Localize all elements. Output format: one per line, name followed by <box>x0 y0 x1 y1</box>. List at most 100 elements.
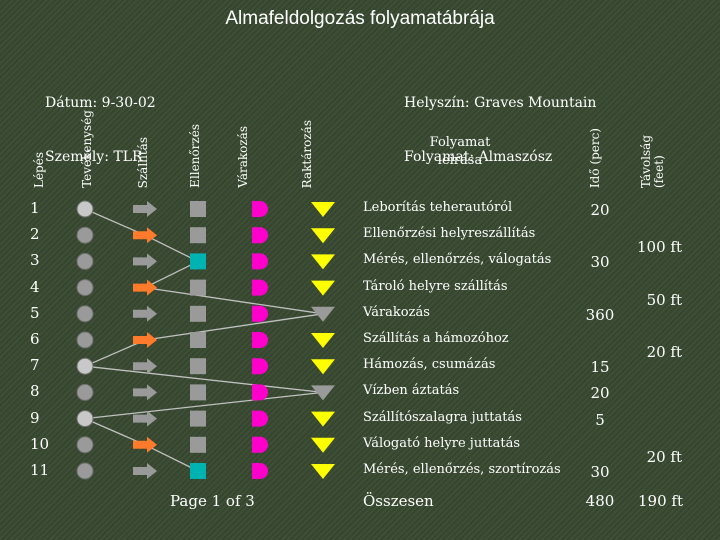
inspection-square-icon <box>190 436 206 453</box>
page-indicator: Page 1 of 3 <box>170 492 255 510</box>
storage-triangle-icon <box>311 359 335 375</box>
operation-circle-icon <box>76 200 94 218</box>
storage-triangle-icon <box>311 280 335 296</box>
location-label: Helyszín: Graves Mountain <box>404 95 597 111</box>
operation-circle-icon <box>76 410 94 428</box>
delay-d-icon <box>252 253 268 270</box>
inspection-square-icon <box>190 253 206 270</box>
header-description-line2: leírása <box>437 153 483 168</box>
table-row: 4 Tároló helyre szállítás 50 ft <box>0 275 720 309</box>
step-number: 1 <box>30 199 40 217</box>
inspection-square-icon <box>190 384 206 401</box>
step-number: 4 <box>30 277 40 296</box>
chart-title: Almafeldolgozás folyamatábrája <box>225 8 495 29</box>
operation-circle-icon <box>76 462 94 480</box>
storage-triangle-icon <box>311 385 335 401</box>
inspection-square-icon <box>190 358 206 375</box>
flow-connector <box>84 365 324 394</box>
step-number: 9 <box>30 408 40 427</box>
step-description: Mérés, ellenőrzés, válogatás <box>363 252 552 268</box>
step-time: 30 <box>590 463 610 481</box>
flow-connector <box>84 208 146 236</box>
info-right: Helyszín: Graves Mountain Folyamat: Alma… <box>404 58 596 184</box>
storage-triangle-icon <box>311 228 335 244</box>
inspection-square-icon <box>190 410 206 427</box>
transport-arrow-icon <box>133 332 157 348</box>
step-distance: 20 ft <box>646 447 682 466</box>
step-description: Vízben áztatás <box>363 383 460 399</box>
operation-circle-icon <box>76 357 94 375</box>
step-description: Ellenőrzési helyreszállítás <box>363 226 536 242</box>
info-left: Dátum: 9-30-02 Személy: TLR <box>45 58 156 184</box>
table-row: 9 Szállítószalagra juttatás 5 <box>0 406 720 432</box>
inspection-square-icon <box>190 463 206 479</box>
step-distance: 100 ft <box>637 238 682 257</box>
step-description: Mérés, ellenőrzés, szortírozás <box>363 462 561 477</box>
step-number: 6 <box>30 330 40 348</box>
delay-d-icon <box>252 384 268 401</box>
flow-connector <box>144 260 199 289</box>
transport-arrow-icon <box>133 279 157 296</box>
delay-d-icon <box>252 410 268 427</box>
operation-circle-icon <box>76 252 94 270</box>
step-number: 2 <box>30 225 40 244</box>
delay-d-icon <box>252 305 268 322</box>
inspection-square-icon <box>190 227 206 244</box>
step-number: 7 <box>30 356 40 375</box>
step-description: Leborítás teherautóról <box>363 200 513 215</box>
delay-d-icon <box>252 332 268 348</box>
delay-d-icon <box>252 463 268 479</box>
step-number: 10 <box>30 434 50 453</box>
operation-circle-icon <box>76 331 94 349</box>
step-description: Válogató helyre juttatás <box>363 435 521 451</box>
transport-arrow-icon <box>133 305 157 322</box>
step-number: 11 <box>30 461 50 479</box>
flow-connector <box>144 444 199 472</box>
step-time: 20 <box>590 201 610 219</box>
step-time: 360 <box>585 305 615 324</box>
step-time: 15 <box>590 358 610 377</box>
step-number: 5 <box>30 303 40 322</box>
storage-triangle-icon <box>311 306 335 322</box>
step-distance: 20 ft <box>646 343 682 361</box>
table-row: 7 Hámozás, csumázás 15 <box>0 353 720 379</box>
transport-arrow-icon <box>133 384 157 401</box>
date-label: Dátum: 9-30-02 <box>45 95 156 111</box>
step-time: 20 <box>590 384 610 403</box>
flow-connector <box>84 418 146 446</box>
total-distance: 190 ft <box>638 492 683 510</box>
operation-circle-icon <box>76 279 94 297</box>
step-distance: 50 ft <box>646 290 682 309</box>
storage-triangle-icon <box>311 254 335 270</box>
step-description: Várakozás <box>363 304 430 320</box>
operation-circle-icon <box>76 436 94 454</box>
transport-arrow-icon <box>133 463 157 479</box>
step-time: 5 <box>595 410 605 429</box>
step-description: Szállítószalagra juttatás <box>363 409 522 425</box>
transport-arrow-icon <box>133 410 157 427</box>
operation-circle-icon <box>76 305 94 323</box>
table-row: 10 Válogató helyre juttatás 20 ft <box>0 432 720 466</box>
delay-d-icon <box>252 358 268 375</box>
inspection-square-icon <box>190 201 206 217</box>
delay-d-icon <box>252 436 268 453</box>
flow-connector <box>84 339 146 367</box>
table-row: 2 Ellenőrzési helyreszállítás 100 ft <box>0 222 720 256</box>
delay-d-icon <box>252 201 268 217</box>
table-row: 8 Vízben áztatás 20 <box>0 379 720 405</box>
flow-connector <box>144 286 324 315</box>
delay-d-icon <box>252 279 268 296</box>
storage-triangle-icon <box>311 202 335 217</box>
delay-d-icon <box>252 227 268 244</box>
transport-arrow-icon <box>133 253 157 270</box>
process-label: Folyamat: Almaszósz <box>404 149 553 165</box>
table-row: 6 Szállítás a hámozóhoz 20 ft <box>0 327 720 361</box>
storage-triangle-icon <box>311 333 335 348</box>
flow-connector <box>84 391 324 420</box>
storage-triangle-icon <box>311 464 335 479</box>
transport-arrow-icon <box>133 358 157 375</box>
header-description: Folyamat leírása <box>410 134 510 170</box>
operation-circle-icon <box>76 383 94 401</box>
step-description: Szállítás a hámozóhoz <box>363 331 509 346</box>
